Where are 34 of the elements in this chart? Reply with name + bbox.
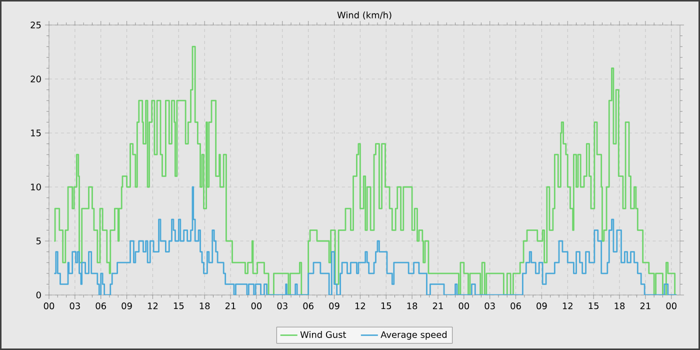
x-tick-label: 03: [70, 302, 80, 310]
x-tick-label: 21: [225, 302, 236, 310]
y-tick-label: 15: [31, 130, 41, 136]
x-tick-label: 15: [174, 302, 184, 310]
x-tick-label: 00: [458, 302, 470, 310]
y-tick-label: 5: [36, 238, 41, 244]
x-tick-label: 15: [381, 302, 392, 310]
y-tick-label: 10: [31, 184, 41, 190]
x-tick-label: 06: [303, 302, 314, 310]
x-tick-label: 12: [148, 302, 158, 310]
x-tick-label: 06: [510, 302, 521, 310]
legend-label: Wind Gust: [300, 331, 346, 338]
x-tick-label: 00: [251, 302, 262, 310]
x-tick-label: 00: [666, 302, 676, 310]
x-tick-label: 09: [536, 302, 547, 310]
x-tick-label: 18: [200, 302, 210, 310]
x-tick-label: 00: [44, 302, 54, 310]
x-tick-label: 21: [640, 302, 650, 310]
x-tick-label: 09: [329, 302, 340, 310]
x-tick-label: 06: [96, 302, 106, 310]
y-tick-label: 25: [30, 22, 41, 28]
x-tick-label: 15: [588, 302, 598, 310]
x-tick-label: 09: [122, 302, 132, 310]
x-tick-label: 12: [562, 302, 572, 310]
x-tick-label: 03: [277, 302, 288, 310]
chart-title: Wind (km/h): [337, 11, 392, 20]
x-tick-label: 03: [484, 302, 495, 310]
x-tick-label: 12: [355, 302, 365, 310]
y-tick-label: 20: [30, 76, 41, 82]
x-tick-label: 18: [407, 302, 418, 310]
x-tick-label: 18: [614, 302, 625, 310]
x-tick-label: 21: [432, 302, 443, 310]
y-tick-label: 0: [36, 292, 41, 298]
legend-label: Average speed: [380, 331, 447, 340]
